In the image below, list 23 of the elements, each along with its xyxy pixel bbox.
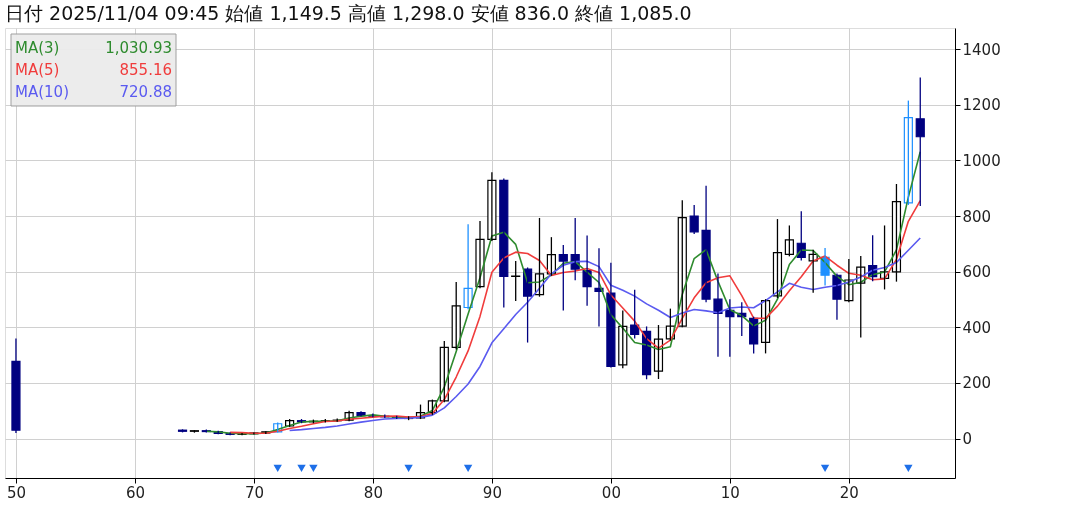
x-tick-label: 50 [6,483,26,502]
x-tick-label: 00 [601,483,621,502]
text: MA(5) [15,61,60,79]
x-tick-label: 60 [125,483,145,502]
x-tick-label: 70 [244,483,264,502]
y-tick-label: 0 [962,430,973,449]
x-tick-label: 90 [482,483,502,502]
annotation: 1,030.93 [105,39,172,57]
chart-title: 日付 2025/11/04 09:45 始値 1,149.5 高値 1,298.0 安値 836.0 終値 1,085.0 [5,2,692,24]
y-tick-label: 1200 [962,96,1001,115]
x-tick-label: 80 [363,483,383,502]
y-tick-label: 800 [962,207,992,226]
text: MA(3) [15,39,60,57]
annotation: 720.88 [119,83,172,101]
y-tick-label: 1400 [962,40,1001,59]
y-tick-label: 1000 [962,151,1001,170]
text: MA(10) [15,83,69,101]
y-tick-label: 600 [962,263,992,282]
annotation: 855.16 [119,61,172,79]
x-tick-label: 10 [720,483,740,502]
x-tick-label: 20 [839,483,859,502]
y-tick-label: 200 [962,374,992,393]
y-tick-label: 400 [962,318,992,337]
